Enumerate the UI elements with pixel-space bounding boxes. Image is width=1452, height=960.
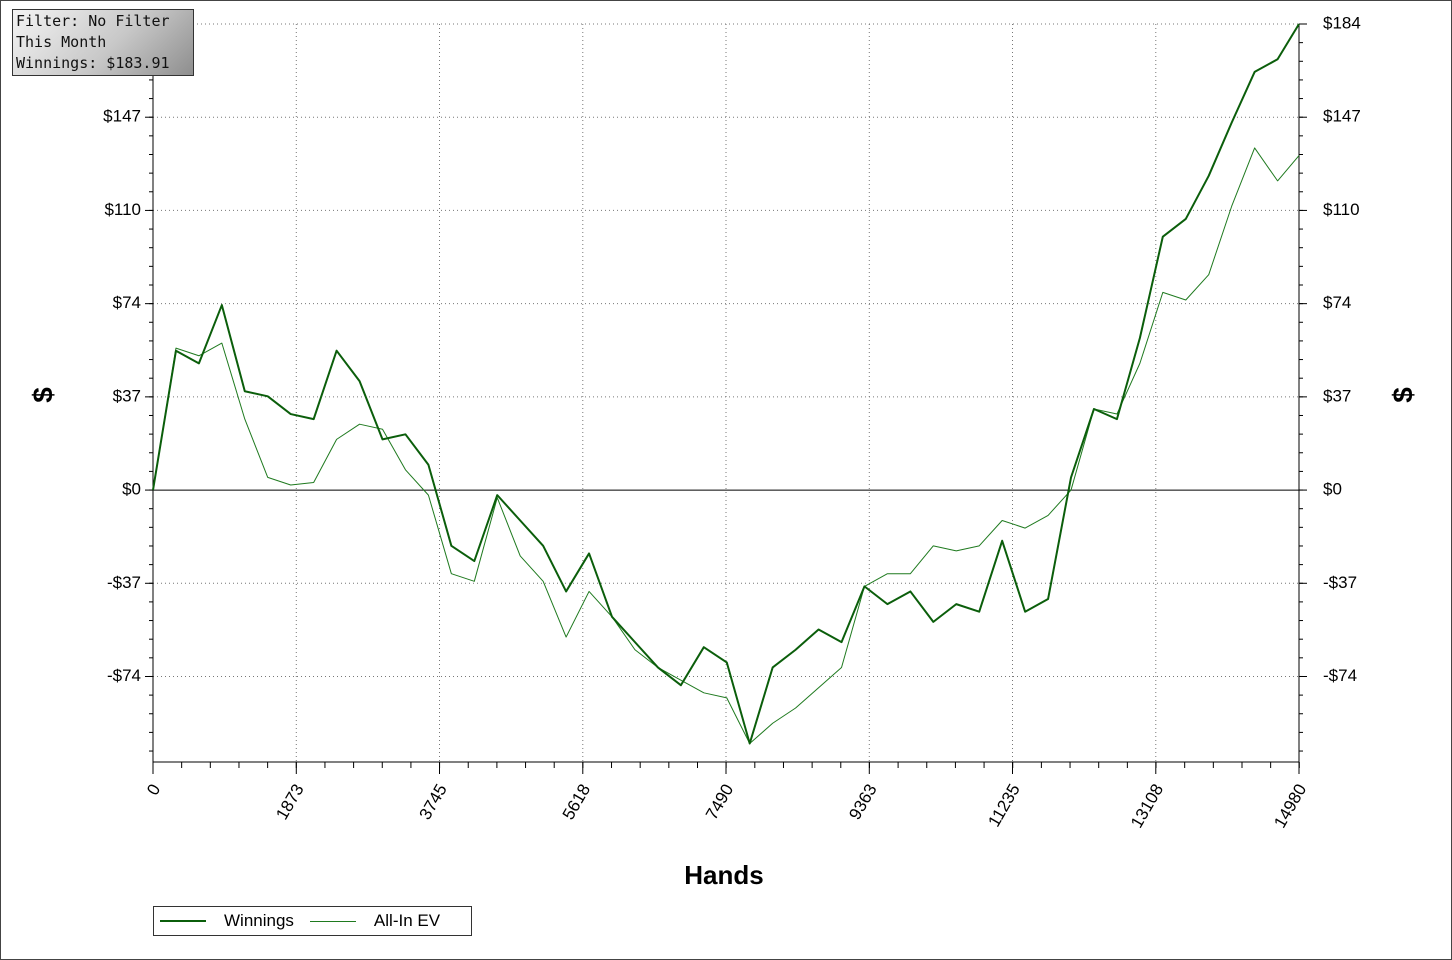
legend-label: Winnings <box>224 911 294 930</box>
y2-tick-label: $147 <box>1323 107 1361 126</box>
info-line: Filter: No Filter <box>16 12 170 30</box>
y-tick-label: -$74 <box>107 666 141 685</box>
y2-tick-label: $110 <box>1323 200 1360 219</box>
series-line <box>152 147 1300 744</box>
y2-tick-label: $74 <box>1323 293 1351 312</box>
x-tick-label: 1873 <box>272 781 307 823</box>
legend-item: Winnings <box>160 911 294 931</box>
legend-swatch <box>309 920 356 922</box>
x-tick-label: 7490 <box>702 781 737 823</box>
series-line <box>152 23 1300 745</box>
y2-tick-label: -$37 <box>1323 573 1357 592</box>
y-tick-label: $110 <box>104 200 141 219</box>
x-axis-title: Hands <box>684 860 763 890</box>
y2-tick-label: $37 <box>1323 386 1351 405</box>
y2-tick-label: -$74 <box>1323 666 1357 685</box>
info-box: Filter: No Filter This Month Winnings: $… <box>12 9 194 76</box>
y2-axis-title: $ <box>1387 387 1418 403</box>
legend-swatch <box>160 920 206 922</box>
y2-tick-label: $184 <box>1323 13 1361 32</box>
legend-label: All-In EV <box>373 911 441 930</box>
x-tick-label: 11235 <box>984 781 1023 830</box>
x-tick-label: 13108 <box>1127 781 1167 831</box>
x-tick-label: 5618 <box>559 781 594 823</box>
y2-tick-label: $0 <box>1323 480 1342 499</box>
y-axis-title: $ <box>27 387 58 403</box>
info-line: Winnings: $183.91 <box>16 54 170 72</box>
y-tick-label: -$37 <box>107 573 141 592</box>
y-tick-label: $74 <box>113 293 141 312</box>
legend-item: All-In EV <box>309 911 441 931</box>
y-tick-label: $147 <box>103 107 141 126</box>
x-tick-label: 14980 <box>1270 781 1310 831</box>
x-tick-label: 9363 <box>845 781 880 823</box>
y-tick-label: $0 <box>122 480 141 499</box>
x-tick-label: 0 <box>143 781 164 799</box>
legend: Winnings All-In EV <box>153 906 472 936</box>
x-tick-label: 3745 <box>415 781 450 823</box>
info-line: This Month <box>16 33 107 51</box>
y-tick-label: $37 <box>113 386 141 405</box>
